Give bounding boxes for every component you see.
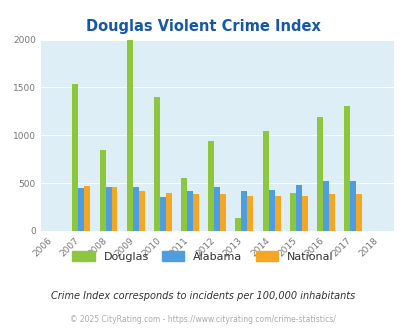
Bar (181, 178, 187, 231)
Bar (262, 130, 268, 231)
Bar (84, 186, 90, 231)
Bar (274, 196, 280, 231)
Bar (99, 150, 105, 231)
Bar (78, 188, 84, 231)
Bar (268, 190, 274, 231)
Bar (166, 193, 171, 231)
Bar (322, 181, 328, 231)
Bar (214, 187, 220, 231)
Bar (241, 191, 247, 231)
Text: © 2025 CityRating.com - https://www.cityrating.com/crime-statistics/: © 2025 CityRating.com - https://www.city… (70, 315, 335, 324)
Bar (247, 196, 253, 231)
Bar (355, 194, 361, 231)
Bar (328, 194, 334, 231)
Text: Crime Index corresponds to incidents per 100,000 inhabitants: Crime Index corresponds to incidents per… (51, 291, 354, 301)
Bar (139, 191, 144, 231)
Bar (349, 181, 355, 231)
Bar (126, 40, 132, 231)
Bar (187, 191, 192, 231)
Bar (316, 117, 322, 231)
Bar (192, 194, 198, 231)
Text: Douglas Violent Crime Index: Douglas Violent Crime Index (85, 19, 320, 34)
Bar (235, 217, 241, 231)
Bar (153, 97, 160, 231)
Bar (220, 194, 226, 231)
Legend: Douglas, Alabama, National: Douglas, Alabama, National (68, 247, 337, 267)
Bar (111, 187, 117, 231)
Bar (301, 196, 307, 231)
Bar (160, 197, 166, 231)
Bar (72, 83, 78, 231)
Bar (295, 185, 301, 231)
Bar (132, 187, 139, 231)
Bar (105, 187, 111, 231)
Bar (208, 141, 214, 231)
Bar (289, 193, 295, 231)
Bar (343, 106, 349, 231)
